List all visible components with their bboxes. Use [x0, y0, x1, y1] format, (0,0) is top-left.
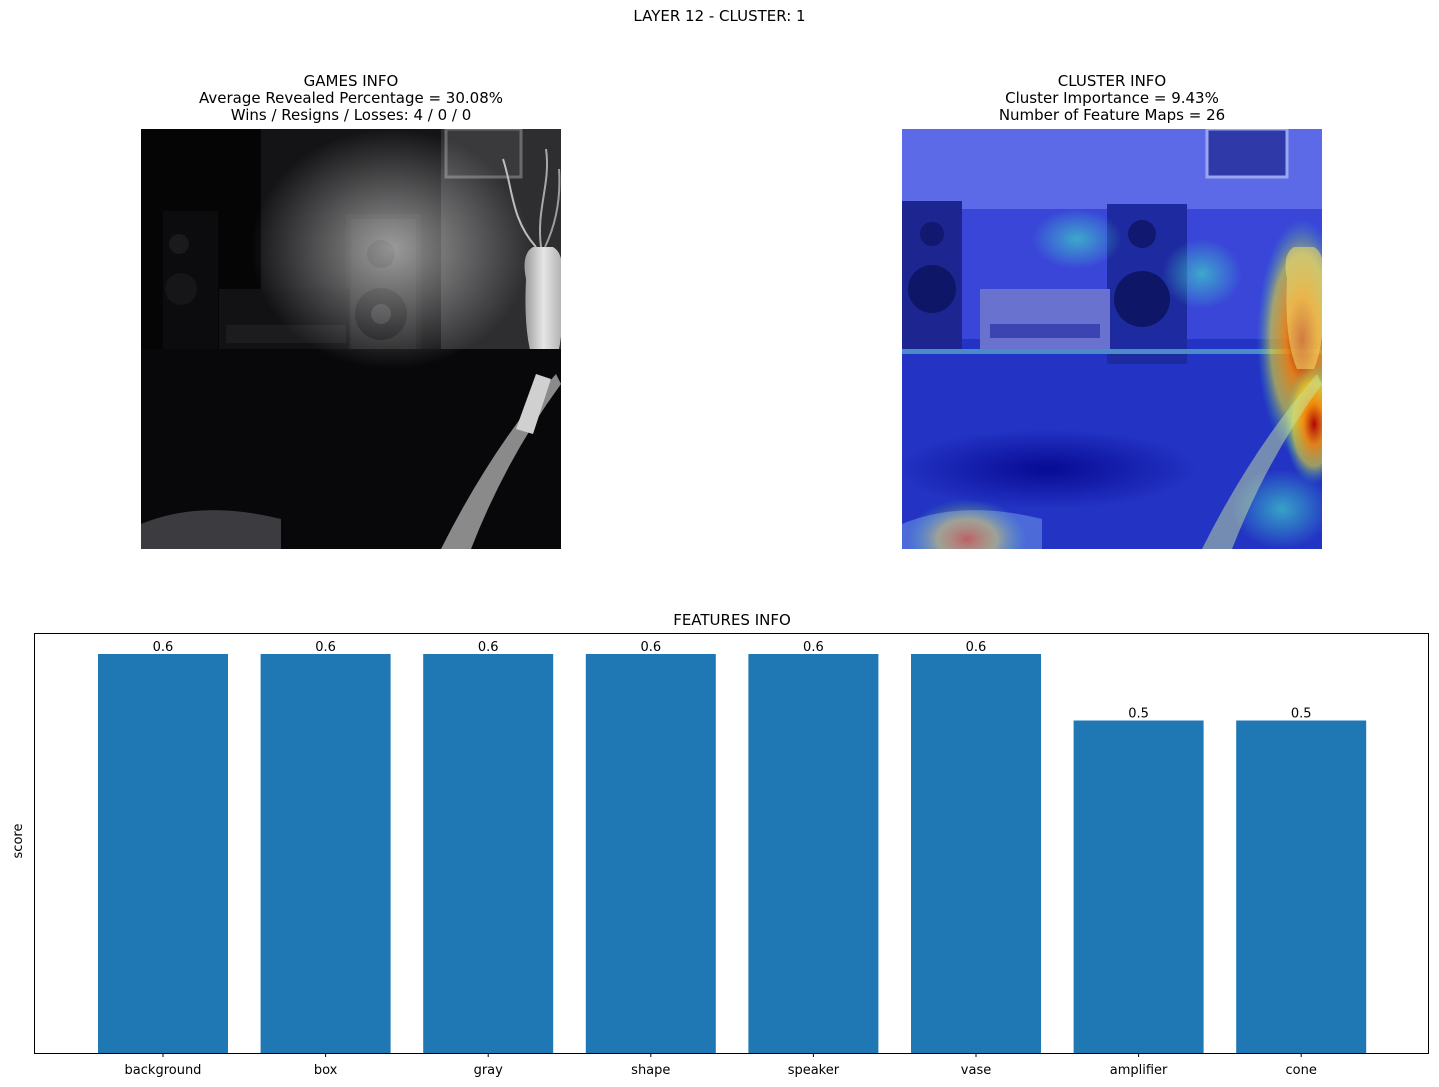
chart-title: FEATURES INFO: [673, 611, 791, 629]
x-tick-label-background: background: [125, 1063, 202, 1078]
bar-speaker: [748, 654, 879, 1053]
bar-shape: [585, 654, 716, 1053]
x-tick-label-gray: gray: [474, 1063, 504, 1078]
data-label-gray: 0.6: [478, 640, 499, 655]
x-tick-label-speaker: speaker: [788, 1063, 840, 1078]
bar-background: [98, 654, 228, 1053]
revealed-image: [141, 129, 561, 549]
y-axis-label: score: [11, 824, 26, 859]
axes-frame: [34, 633, 1429, 1054]
data-label-background: 0.6: [153, 640, 174, 655]
figure-suptitle: LAYER 12 - CLUSTER: 1: [633, 7, 806, 25]
cluster-info-title: CLUSTER INFO Cluster Importance = 9.43% …: [902, 73, 1322, 124]
bar-vase: [911, 654, 1041, 1053]
x-tick-label-box: box: [314, 1063, 338, 1078]
data-label-speaker: 0.6: [803, 640, 824, 655]
games-info-revealed: Average Revealed Percentage = 30.08%: [198, 89, 503, 107]
x-tick-label-amplifier: amplifier: [1110, 1063, 1168, 1078]
data-label-vase: 0.6: [966, 640, 987, 655]
cluster-info-feature-maps: Number of Feature Maps = 26: [998, 106, 1226, 124]
games-info-record: Wins / Resigns / Losses: 4 / 0 / 0: [230, 106, 472, 124]
x-tick-label-shape: shape: [631, 1063, 670, 1078]
bars-group: 0.6 background 0.6 box 0.6 gray 0.6 shape 0.6 spe…: [98, 640, 1367, 1078]
bar-cone: [1236, 720, 1367, 1053]
data-label-amplifier: 0.5: [1128, 707, 1149, 722]
data-label-shape: 0.6: [640, 640, 661, 655]
bar-amplifier: [1073, 720, 1204, 1053]
cluster-info-importance: Cluster Importance = 9.43%: [1005, 89, 1219, 107]
x-tick-label-cone: cone: [1286, 1063, 1317, 1078]
x-tick-label-vase: vase: [961, 1063, 991, 1078]
cluster-info-heading: CLUSTER INFO: [1057, 72, 1167, 90]
bar-box: [260, 654, 391, 1053]
games-info-title: GAMES INFO Average Revealed Percentage =…: [141, 73, 561, 124]
data-label-cone: 0.5: [1291, 707, 1312, 722]
data-label-box: 0.6: [315, 640, 336, 655]
games-info-heading: GAMES INFO: [303, 72, 399, 90]
bar-gray: [423, 654, 554, 1053]
heatmap-image: [902, 129, 1322, 549]
